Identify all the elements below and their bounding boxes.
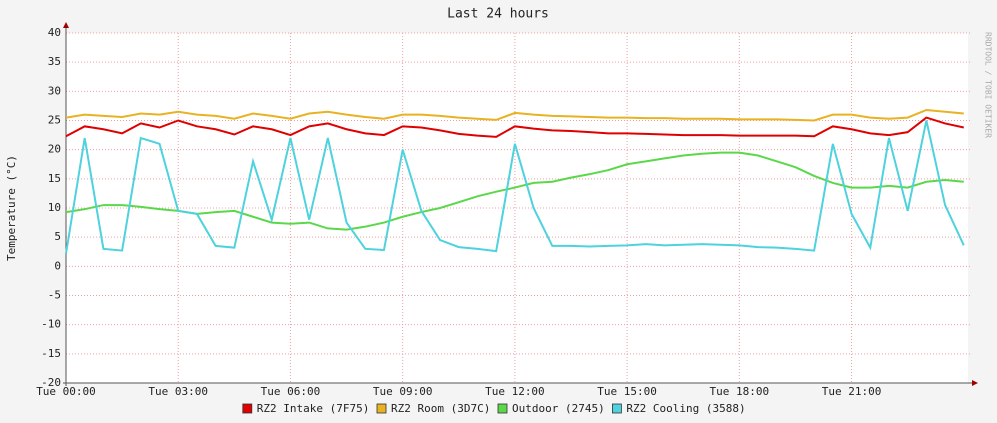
y-tick-label: 25 bbox=[48, 114, 61, 127]
legend-swatch bbox=[612, 403, 622, 414]
x-tick-label: Tue 09:00 bbox=[373, 385, 433, 398]
y-tick-label: 0 bbox=[54, 259, 61, 272]
legend-swatch bbox=[242, 403, 253, 414]
y-tick-label: 35 bbox=[48, 55, 61, 68]
y-tick-label: 15 bbox=[48, 172, 61, 185]
x-tick-label: Tue 03:00 bbox=[148, 385, 208, 398]
y-tick-label: 20 bbox=[48, 143, 61, 156]
x-tick-label: Tue 15:00 bbox=[597, 385, 657, 398]
y-tick-label: -15 bbox=[41, 347, 61, 360]
legend-swatch bbox=[497, 403, 508, 414]
y-tick-label: 40 bbox=[48, 26, 61, 39]
x-tick-label: Tue 18:00 bbox=[710, 385, 770, 398]
series-line bbox=[65, 120, 965, 254]
series-line bbox=[65, 151, 964, 231]
x-tick-label: Tue 21:00 bbox=[822, 385, 882, 398]
legend-label: RZ2 Intake (7F75) bbox=[257, 402, 370, 415]
legend-label: RZ2 Room (3D7C) bbox=[391, 402, 490, 415]
y-tick-label: 10 bbox=[48, 201, 61, 214]
chart-title: Last 24 hours bbox=[447, 7, 549, 22]
watermark: RRDTOOL / TOBI OETIKER bbox=[984, 32, 993, 138]
axis-arrow bbox=[972, 380, 978, 386]
y-tick-label: -10 bbox=[41, 318, 61, 331]
y-tick-label: 30 bbox=[48, 84, 61, 97]
legend-label: Outdoor (2745) bbox=[512, 402, 605, 415]
series-line bbox=[65, 108, 964, 122]
axis-arrow bbox=[63, 22, 69, 28]
series-line bbox=[65, 116, 964, 138]
y-axis-label: Temperature (°C) bbox=[5, 155, 18, 261]
y-tick-label: 5 bbox=[54, 230, 61, 243]
y-tick-label: -5 bbox=[48, 289, 61, 302]
legend-label: RZ2 Cooling (3588) bbox=[626, 402, 745, 415]
y-tick-label: -20 bbox=[41, 376, 61, 389]
x-tick-label: Tue 12:00 bbox=[485, 385, 545, 398]
x-tick-label: Tue 06:00 bbox=[261, 385, 321, 398]
legend-swatch bbox=[376, 403, 387, 414]
x-tick-label: Tue 00:00 bbox=[36, 385, 96, 398]
